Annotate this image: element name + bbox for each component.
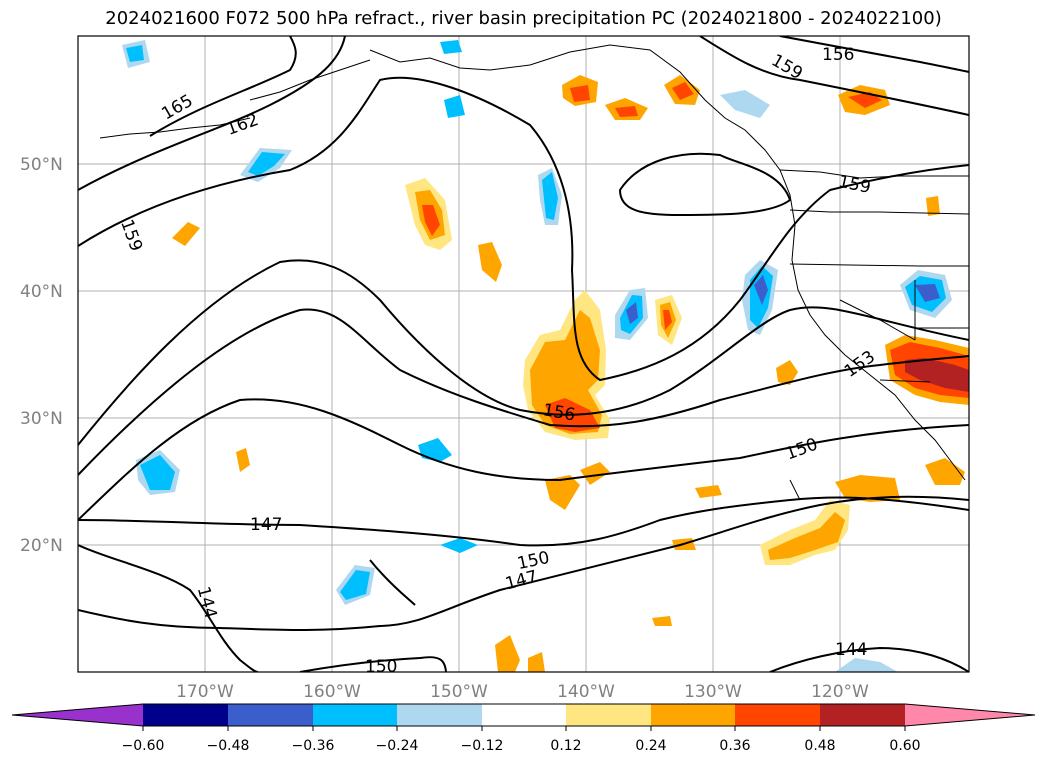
precip-fill-positive bbox=[695, 485, 722, 498]
colorbar-ticks bbox=[142, 726, 906, 731]
map-plot-area: 165 162 159 156 159 159 153 156 150 147 … bbox=[78, 36, 969, 677]
lat-label-30n: 30°N bbox=[20, 409, 63, 429]
contour-label: 144 bbox=[835, 640, 867, 660]
lon-label-170w: 170°W bbox=[176, 682, 234, 702]
contour-loop bbox=[618, 152, 792, 217]
precip-fill-positive bbox=[422, 205, 440, 236]
precip-fill-positive bbox=[776, 360, 798, 385]
contour-153 bbox=[78, 308, 969, 476]
map-title: 2024021600 F072 500 hPa refract., river … bbox=[105, 8, 942, 29]
colorbar-tick-label: −0.24 bbox=[376, 738, 419, 754]
colorbar-tick-label: −0.36 bbox=[292, 738, 335, 754]
coastlines bbox=[99, 44, 969, 501]
precip-fill-positive bbox=[768, 512, 845, 560]
colorbar-tick-label: −0.12 bbox=[461, 738, 504, 754]
precip-fill-positive bbox=[652, 616, 672, 626]
colorbar-segment bbox=[143, 704, 228, 726]
contour-165 bbox=[149, 36, 297, 137]
contour-144-south bbox=[769, 646, 969, 672]
precip-fill-positive bbox=[570, 85, 590, 102]
colorbar-segment bbox=[482, 704, 566, 726]
precip-fill-positive bbox=[663, 310, 672, 330]
contour-159 bbox=[78, 76, 969, 382]
contour-150 bbox=[78, 398, 969, 521]
precip-fill-positive bbox=[236, 448, 250, 472]
contour-label: 147 bbox=[250, 515, 282, 535]
precip-fill-positive bbox=[528, 652, 545, 672]
colorbar-tick-label: 0.48 bbox=[804, 738, 835, 754]
precip-fill-negative bbox=[754, 275, 768, 305]
colorbar-tick-label: −0.60 bbox=[122, 738, 165, 754]
colorbar-tick-label: 0.12 bbox=[550, 738, 581, 754]
colorbar-segment bbox=[735, 704, 820, 726]
lat-label-50n: 50°N bbox=[20, 155, 63, 175]
contour-144 bbox=[78, 544, 259, 672]
colorbar: −0.60 −0.48 −0.36 −0.24 −0.12 0.12 0.24 … bbox=[11, 703, 1036, 754]
lon-label-140w: 140°W bbox=[557, 682, 615, 702]
precip-fill-positive bbox=[926, 196, 940, 216]
contour-label: 150 bbox=[365, 657, 397, 677]
lat-label-40n: 40°N bbox=[20, 282, 63, 302]
contour-159-north bbox=[699, 36, 969, 116]
precip-fill-negative bbox=[340, 570, 370, 600]
contour-147 bbox=[78, 496, 969, 547]
precip-fill-negative bbox=[720, 90, 770, 118]
precip-fill-positive bbox=[580, 462, 610, 485]
colorbar-tick-label: 0.36 bbox=[719, 738, 750, 754]
contour-162 bbox=[78, 36, 346, 191]
precip-fill-positive bbox=[848, 92, 882, 108]
colorbar-segment bbox=[313, 704, 397, 726]
lon-label-150w: 150°W bbox=[430, 682, 488, 702]
colorbar-segment bbox=[651, 704, 735, 726]
colorbar-segment bbox=[228, 704, 313, 726]
contour-147-south bbox=[78, 495, 969, 631]
lat-label-20n: 20°N bbox=[20, 536, 63, 556]
map-frame bbox=[77, 35, 970, 673]
precip-fill-negative bbox=[440, 538, 478, 553]
contour-150-south bbox=[299, 656, 447, 672]
precip-fill-negative bbox=[542, 172, 558, 220]
colorbar-extend-max bbox=[905, 704, 1035, 726]
lon-label-120w: 120°W bbox=[811, 682, 869, 702]
precip-fill-negative bbox=[915, 284, 940, 302]
precip-fill-positive bbox=[615, 106, 638, 117]
colorbar-tick-label: 0.24 bbox=[635, 738, 666, 754]
contour-label: 156 bbox=[822, 45, 854, 65]
precip-fill-negative bbox=[248, 152, 285, 176]
colorbar-tick-label: 0.60 bbox=[889, 738, 920, 754]
precip-fill-positive bbox=[835, 475, 900, 502]
precip-fill-positive bbox=[925, 458, 965, 485]
colorbar-segment bbox=[397, 704, 482, 726]
precip-fill-positive bbox=[672, 82, 694, 100]
precip-fill-negative bbox=[126, 45, 144, 62]
contour-150-mid bbox=[369, 559, 416, 606]
precip-fill-positive bbox=[495, 635, 520, 672]
contour-lines bbox=[78, 36, 969, 672]
precip-fill-negative bbox=[626, 302, 638, 324]
colorbar-segment bbox=[820, 704, 905, 726]
precip-fill-negative bbox=[444, 95, 465, 118]
lon-label-130w: 130°W bbox=[684, 682, 742, 702]
precip-fill-positive bbox=[905, 358, 969, 392]
precip-fill-negative bbox=[835, 658, 898, 672]
colorbar-extend-min bbox=[12, 704, 143, 726]
lon-label-160w: 160°W bbox=[303, 682, 361, 702]
precip-fill-positive bbox=[478, 242, 502, 282]
contour-156 bbox=[78, 259, 969, 446]
precip-fill-positive bbox=[545, 475, 580, 510]
contour-156-north bbox=[779, 36, 969, 73]
lat-labels: 50°N 40°N 30°N 20°N bbox=[20, 155, 63, 556]
colorbar-segment bbox=[566, 704, 651, 726]
precip-fill-positive bbox=[172, 222, 200, 246]
precip-fill-negative bbox=[140, 455, 175, 490]
precip-fill-positive bbox=[530, 310, 602, 434]
precip-fill-negative bbox=[440, 40, 462, 54]
lon-labels: 170°W 160°W 150°W 140°W 130°W 120°W bbox=[176, 682, 869, 702]
colorbar-tick-label: −0.48 bbox=[207, 738, 250, 754]
